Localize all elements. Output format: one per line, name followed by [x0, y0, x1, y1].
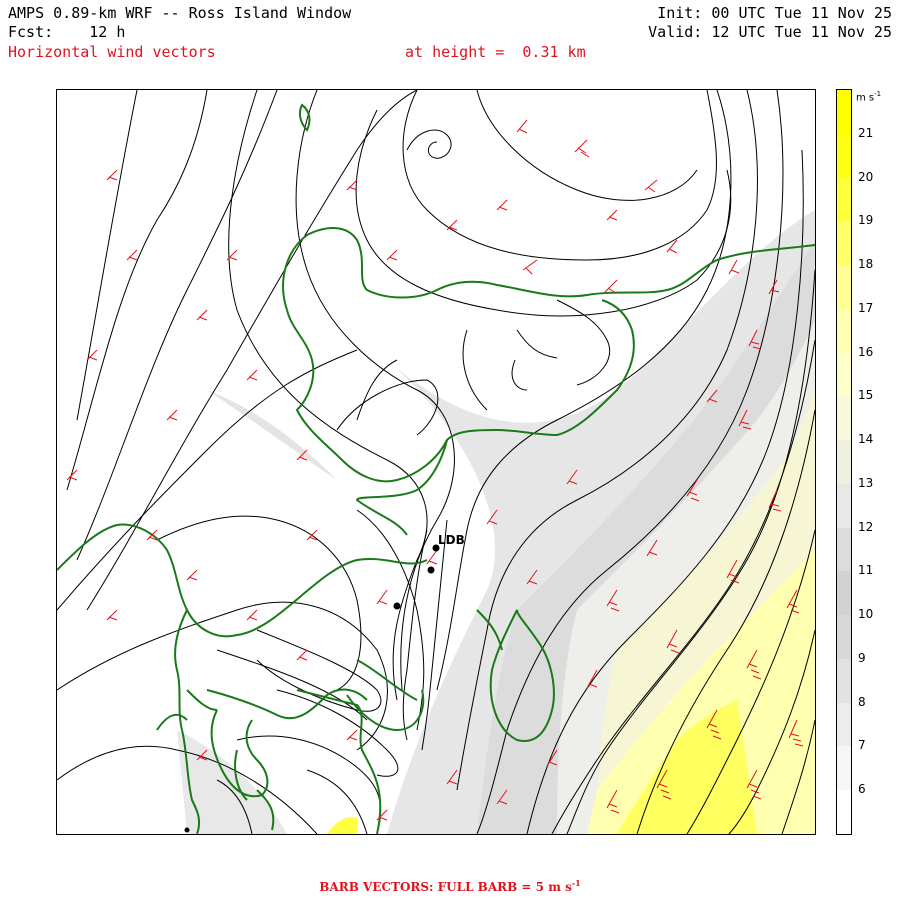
colorbar-unit: m s-1 [856, 90, 882, 104]
colorbar-segment [837, 483, 851, 528]
colorbar-label: 6 [858, 782, 866, 797]
field-name: Horizontal wind vectors [8, 43, 216, 61]
colorbar-segment [837, 746, 851, 791]
wind-barbs [66, 119, 804, 821]
forecast-hour: Fcst: 12 h [8, 23, 126, 41]
coastline [57, 103, 815, 834]
colorbar-label: 7 [858, 738, 866, 753]
colorbar-label: 15 [858, 388, 874, 403]
colorbar-segment [837, 658, 851, 703]
colorbar-label: 8 [858, 694, 866, 709]
station-marker[interactable] [393, 602, 401, 610]
colorbar-segment [837, 790, 851, 834]
valid-time: Valid: 12 UTC Tue 11 Nov 25 [648, 23, 892, 41]
colorbar-segment [837, 265, 851, 309]
init-time: Init: 00 UTC Tue 11 Nov 25 [657, 4, 892, 22]
height-label: at height = 0.31 km [405, 43, 586, 61]
streamlines [57, 90, 815, 834]
colorbar-segment [837, 396, 851, 441]
colorbar-label: 10 [858, 607, 874, 622]
colorbar-label: 19 [858, 213, 874, 228]
map-panel[interactable] [56, 89, 816, 835]
colorbar-label: 9 [858, 650, 866, 665]
station-marker[interactable] [427, 566, 435, 574]
barb-legend: BARB VECTORS: FULL BARB = 5 m s-1 [319, 878, 581, 894]
colorbar-label: 11 [858, 563, 874, 578]
colorbar-label: 18 [858, 257, 874, 272]
colorbar-label: 13 [858, 475, 874, 490]
station-ldb-marker[interactable] [432, 544, 440, 552]
colorbar-segment [837, 702, 851, 747]
map-title: AMPS 0.89-km WRF -- Ross Island Window [8, 4, 352, 22]
wind-speed-colorbar [836, 89, 852, 835]
colorbar-label: 12 [858, 519, 874, 534]
colorbar-segment [837, 221, 851, 266]
colorbar-segment [837, 177, 851, 222]
colorbar-segment [837, 90, 851, 134]
colorbar-segment [837, 352, 851, 397]
colorbar-label: 20 [858, 169, 874, 184]
colorbar-label: 17 [858, 300, 874, 315]
colorbar-segment [837, 133, 851, 178]
station-marker[interactable] [184, 827, 190, 833]
colorbar-segment [837, 571, 851, 616]
colorbar-label: 16 [858, 344, 874, 359]
colorbar-segment [837, 308, 851, 353]
colorbar-segment [837, 527, 851, 572]
map-canvas [57, 90, 815, 834]
colorbar-segment [837, 440, 851, 484]
colorbar-label: 21 [858, 125, 874, 140]
station-markers [184, 544, 440, 833]
colorbar-label: 14 [858, 432, 874, 447]
station-ldb-label: LDB [438, 533, 465, 547]
wind-speed-shading [177, 210, 815, 834]
colorbar-segment [837, 615, 851, 659]
